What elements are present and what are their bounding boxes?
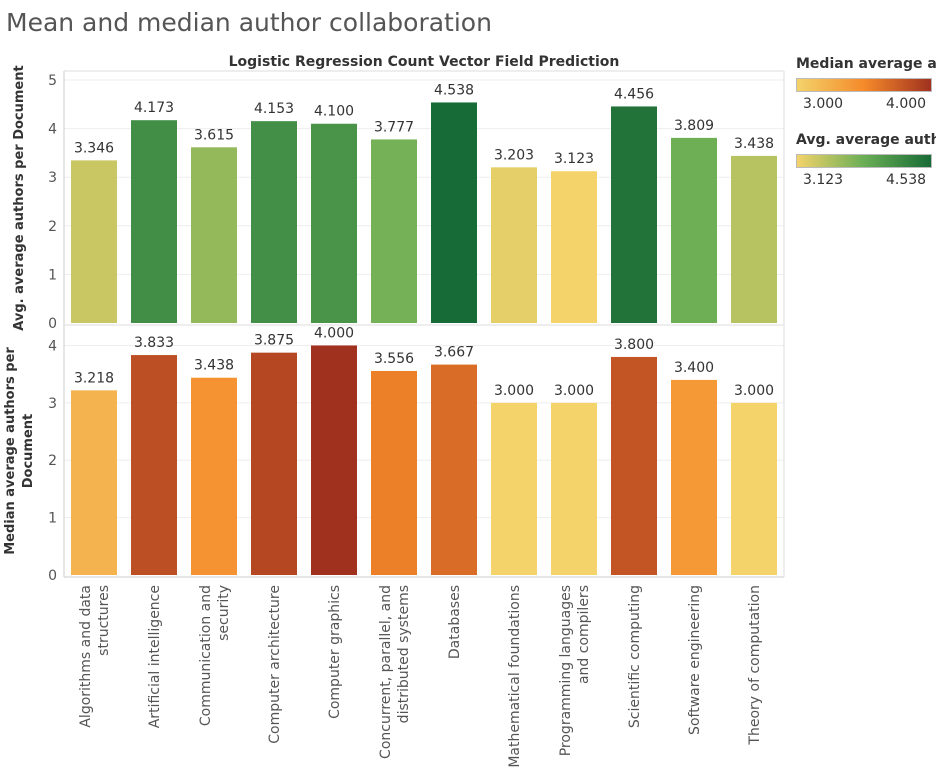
data-label: 4.153 [254,101,294,117]
bar [311,123,357,324]
data-label: 3.615 [194,127,234,143]
bar [371,139,417,323]
legend-avg-max: 4.538 [886,172,927,188]
bar [431,102,477,323]
x-tick-label: and compilers [576,585,592,684]
legend-avg-min: 3.123 [803,172,844,188]
data-label: 3.000 [494,383,534,399]
y-tick-label: 2 [48,219,57,235]
legend-avg-title: Avg. average auth.. [796,132,936,148]
data-label: 4.000 [314,325,354,341]
y-tick-label: 4 [48,338,57,354]
y-tick-label: 1 [48,267,57,283]
legend-median-min: 3.000 [803,96,844,112]
data-label: 3.777 [374,119,414,135]
legend-avg-ramp [796,154,932,168]
data-label: 4.538 [434,82,474,98]
y-tick-label: 2 [48,453,57,469]
chart-subtitle: Logistic Regression Count Vector Field P… [229,54,620,70]
y-axis-title: Avg. average authors per Document [12,65,27,330]
y-axis-title: Document [21,414,36,489]
x-tick-label: Concurrent, parallel, and [378,585,394,759]
x-tick-label: security [216,585,232,641]
data-label: 3.833 [134,335,174,351]
data-label: 3.556 [374,351,414,367]
y-tick-label: 5 [48,73,57,89]
y-tick-label: 0 [48,568,57,584]
data-label: 4.456 [614,86,654,102]
bar [131,355,177,575]
x-tick-label: Computer graphics [327,585,343,719]
x-tick-label: Software engineering [687,585,703,735]
bar [251,352,297,575]
bar [71,390,117,575]
data-label: 3.438 [734,136,774,152]
data-label: 3.000 [734,383,774,399]
x-tick-label: distributed systems [396,585,412,723]
bar [731,155,777,323]
y-tick-label: 0 [48,316,57,332]
x-tick-label: Computer architecture [267,585,283,744]
bar [551,402,597,575]
y-tick-label: 3 [48,170,57,186]
data-label: 3.438 [194,358,234,374]
data-label: 4.100 [314,104,354,120]
data-label: 3.400 [674,360,714,376]
bar [671,379,717,575]
x-tick-label: Algorithms and data [78,585,94,728]
data-label: 3.667 [434,345,474,361]
bar [431,364,477,575]
bar [611,106,657,323]
x-tick-label: Theory of computation [747,585,763,746]
y-axis-title: Median average authors per [3,347,18,555]
data-label: 3.203 [494,147,534,163]
bar [371,370,417,575]
bar [551,171,597,323]
data-label: 3.123 [554,151,594,167]
x-tick-label: Programming languages [558,585,574,756]
bar [491,402,537,575]
data-label: 3.875 [254,333,294,349]
data-label: 4.173 [134,100,174,116]
bar [191,147,237,323]
bar [671,137,717,323]
x-tick-label: Communication and [198,585,214,726]
bar [611,356,657,575]
data-label: 3.218 [74,370,114,386]
bar [191,377,237,575]
legend-median-max: 4.000 [886,96,927,112]
y-tick-label: 1 [48,511,57,527]
data-label: 3.000 [554,383,594,399]
x-tick-label: Scientific computing [627,585,643,728]
x-tick-label: Databases [447,585,463,659]
bar [491,167,537,323]
y-tick-label: 4 [48,122,57,138]
bar [71,160,117,323]
x-tick-label: Mathematical foundations [507,585,523,768]
x-tick-label: Artificial intelligence [147,585,163,728]
legend-median-title: Median average a.. [796,56,936,72]
chart-title: Mean and median author collaboration [6,8,492,37]
bar [731,402,777,575]
x-tick-label: structures [96,585,112,656]
data-label: 3.346 [74,140,114,156]
legend-median-ramp [796,78,932,92]
data-label: 3.800 [614,337,654,353]
bar [311,345,357,575]
data-label: 3.809 [674,118,714,134]
bar [251,121,297,323]
y-tick-label: 3 [48,396,57,412]
bar [131,120,177,323]
